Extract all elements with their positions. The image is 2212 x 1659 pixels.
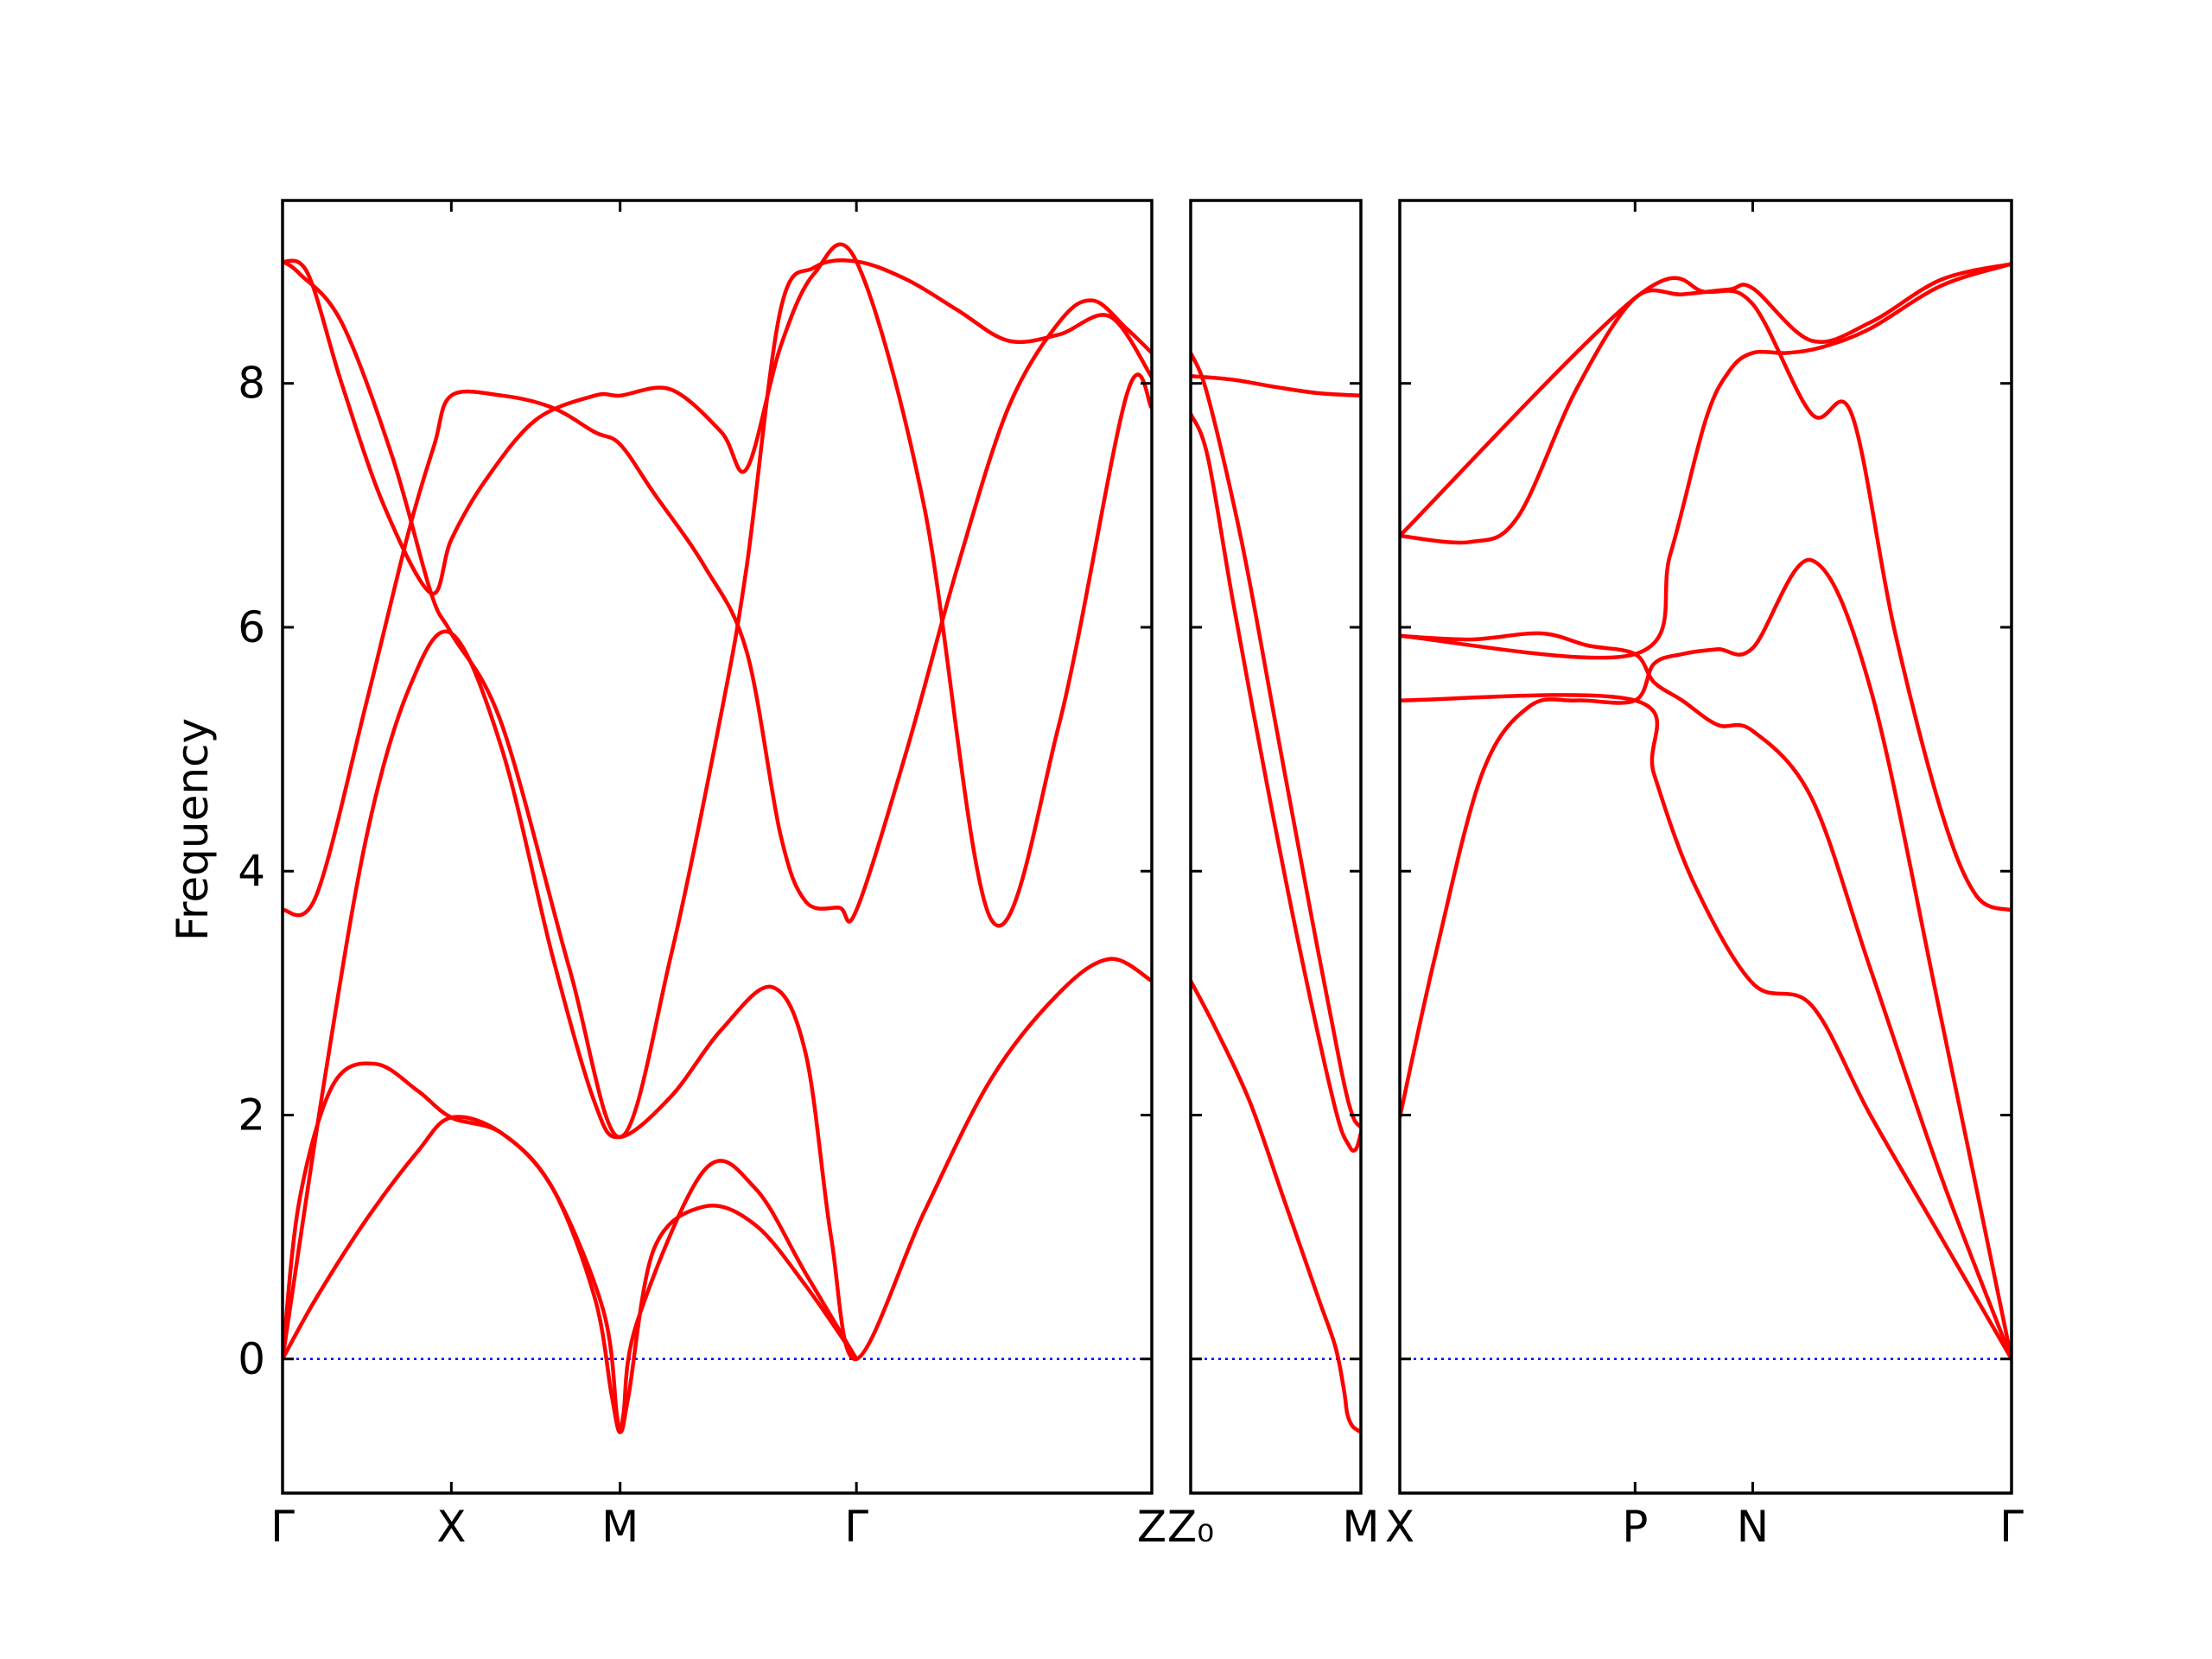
- x-tick-label: Z₀: [1167, 1502, 1214, 1552]
- panel-frame: [1398, 199, 2013, 1495]
- band-3: [1400, 262, 2012, 545]
- band-2: [1191, 411, 1361, 1153]
- x-tick-label: Z: [1137, 1502, 1166, 1552]
- band-group: [1191, 351, 1361, 1434]
- band-group: [283, 242, 1152, 1434]
- y-tick-label: 4: [238, 846, 265, 896]
- band-2: [1400, 631, 2012, 1361]
- x-tick-label: N: [1737, 1502, 1769, 1552]
- band-1: [283, 1115, 859, 1434]
- panel-2: Z₀ M: [1167, 199, 1380, 1552]
- band-2: [283, 1061, 859, 1434]
- band-4: [283, 298, 1152, 924]
- band-1: [1400, 557, 2012, 1361]
- band-group: [1400, 262, 2012, 1361]
- y-tick-label: 2: [238, 1090, 265, 1140]
- y-tick-label: 0: [238, 1334, 265, 1384]
- x-tick-label: X: [436, 1502, 466, 1552]
- x-tick-label: Γ: [1999, 1502, 2024, 1552]
- band-5: [1400, 262, 2012, 660]
- y-axis-label: Frequency: [168, 718, 218, 941]
- band-5: [283, 242, 1152, 928]
- x-tick-label: M: [1342, 1502, 1379, 1552]
- y-tick-label: 6: [238, 602, 265, 652]
- panel-frame: [1189, 199, 1363, 1495]
- band-4: [1400, 693, 2012, 1361]
- band-3: [1191, 351, 1361, 1129]
- band-3: [283, 629, 1152, 1361]
- x-tick-label: Γ: [844, 1502, 868, 1552]
- band-6: [283, 258, 1152, 1140]
- band-4: [1191, 373, 1361, 398]
- x-tick-label: Γ: [270, 1502, 295, 1552]
- panel-frame: [281, 199, 1154, 1495]
- x-tick-label: X: [1385, 1502, 1414, 1552]
- x-tick-label: M: [601, 1502, 639, 1552]
- x-tick-label: P: [1622, 1502, 1648, 1552]
- band-1: [1191, 979, 1361, 1434]
- y-tick-label: 8: [238, 359, 265, 409]
- band-6: [1400, 276, 2012, 912]
